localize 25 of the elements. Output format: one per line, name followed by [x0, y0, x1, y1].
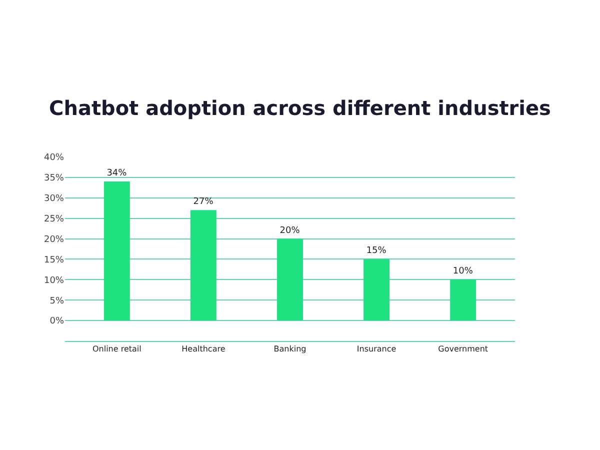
y-tick-label: 40% [44, 153, 64, 164]
y-tick-label: 35% [44, 174, 64, 184]
data-label: 20% [280, 226, 300, 236]
chart-title: Chatbot adoption across different industries [49, 96, 551, 120]
x-tick-label: Government [438, 344, 488, 354]
x-tick-label: Insurance [356, 344, 396, 354]
bar [450, 280, 476, 321]
y-tick-label: 0% [50, 316, 64, 327]
y-tick-label: 20% [44, 234, 64, 245]
bar [277, 238, 303, 321]
x-tick-label: Healthcare [182, 344, 226, 354]
y-tick-label: 15% [44, 255, 64, 266]
y-tick-label: 30% [44, 194, 64, 204]
y-tick-label: 10% [44, 276, 64, 286]
x-tick-label: Online retail [92, 344, 142, 354]
data-label: 15% [366, 246, 387, 256]
data-label: 10% [452, 266, 474, 277]
data-label: 27% [193, 197, 214, 208]
y-tick-label: 25% [44, 214, 64, 224]
data-label: 34% [106, 168, 128, 179]
y-tick-label: 5% [50, 296, 64, 306]
bar [364, 259, 390, 321]
bar [190, 210, 216, 321]
bar [104, 182, 130, 321]
x-tick-label: Banking [274, 344, 306, 354]
